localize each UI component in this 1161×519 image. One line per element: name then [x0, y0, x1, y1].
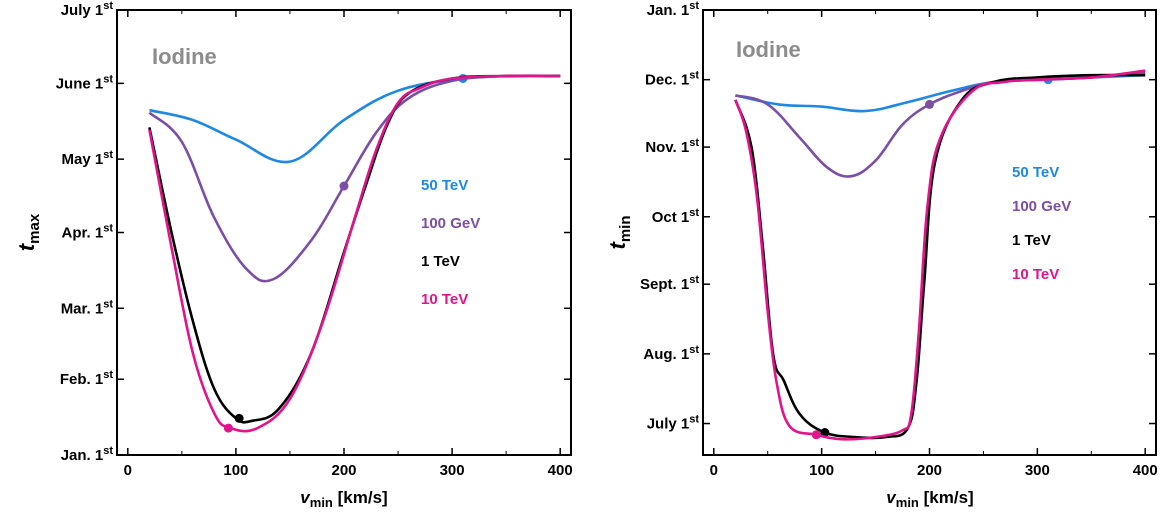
y-tick-label: Aug. 1st: [643, 344, 699, 363]
x-tick-label: 200: [917, 462, 942, 479]
series-line-100-gev: [148, 74, 561, 283]
series-marker-1-tev: [820, 428, 830, 438]
series-line-50-tev: [149, 74, 561, 164]
x-tick-label: 200: [331, 462, 356, 479]
panel-title: Iodine: [152, 44, 217, 69]
y-tick-label: Mar. 1st: [61, 298, 114, 317]
legend-entry-10-tev: 10 TeV: [1012, 266, 1059, 283]
x-tick-label: 0: [710, 462, 718, 479]
y-tick-label: Sept. 1st: [640, 274, 699, 293]
series-marker-1-tev: [234, 413, 244, 423]
legend-entry-10-tev: 10 TeV: [421, 291, 468, 308]
series-line-1-tev: [734, 73, 1146, 440]
x-axis-title: vmin [km/s]: [886, 488, 973, 510]
y-tick-label: May 1st: [62, 149, 114, 168]
panel-title: Iodine: [736, 37, 801, 62]
legend-entry-100-gev: 100 GeV: [421, 215, 480, 232]
right-panel-tmin: 0 100 200 300 400 July 1st Aug. 1st Sept. 1st Oc…: [605, 0, 1158, 510]
y-tick-label: Dec. 1st: [645, 70, 699, 89]
y-tick-label: Jan. 1st: [647, 0, 700, 19]
y-axis-title: tmax: [14, 213, 43, 251]
x-tick-label: 300: [440, 462, 465, 479]
x-tick-label: 400: [1133, 462, 1158, 479]
y-tick-label: Nov. 1st: [645, 137, 699, 156]
legend-entry-1-tev: 1 TeV: [421, 253, 460, 270]
series-line-100-gev: [735, 71, 1146, 178]
x-tick-label: 300: [1025, 462, 1050, 479]
y-axis-title: tmin: [605, 216, 634, 250]
x-axis-title: vmin [km/s]: [300, 488, 387, 510]
legend-entry-1-tev: 1 TeV: [1012, 232, 1051, 249]
legend-entry-50-tev: 50 TeV: [421, 177, 468, 194]
legend-entry-50-tev: 50 TeV: [1012, 164, 1059, 181]
series-marker-10-tev: [223, 423, 233, 433]
x-tick-label: 400: [548, 462, 573, 479]
y-tick-label: Feb. 1st: [60, 369, 113, 388]
y-tick-label: Oct 1st: [652, 207, 700, 226]
y-tick-label: Jan. 1st: [61, 445, 114, 464]
series-marker-100-gev: [925, 99, 934, 109]
legend-entry-100-gev: 100 GeV: [1012, 198, 1071, 215]
x-tick-label: 100: [809, 462, 834, 479]
series-line-50-tev: [735, 73, 1146, 113]
left-panel-tmax: 0 100 200 300 400 Jan. 1st Feb. 1st Mar. 1st Apr…: [14, 0, 573, 510]
x-tick-label: 100: [223, 462, 248, 479]
series-marker-10-tev: [811, 430, 821, 440]
series-line-10-tev: [734, 69, 1146, 441]
series-line-10-tev: [148, 74, 561, 433]
series-marker-100-gev: [339, 181, 349, 191]
y-tick-label: July 1st: [61, 0, 114, 19]
y-tick-label: June 1st: [56, 73, 114, 92]
y-tick-label: Apr. 1st: [62, 223, 114, 242]
x-tick-label: 0: [124, 462, 132, 479]
y-tick-label: July 1st: [647, 414, 700, 433]
